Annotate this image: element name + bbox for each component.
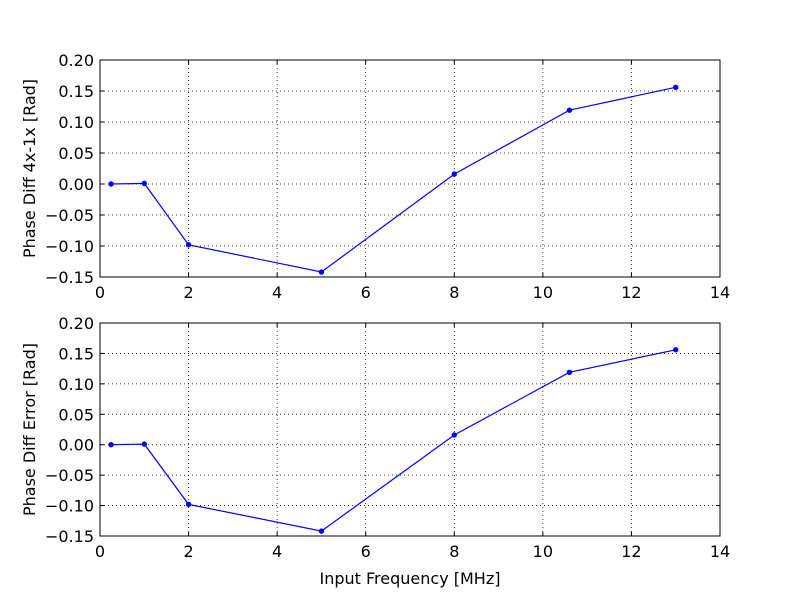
y-tick-label: 0.15 xyxy=(58,344,94,363)
y-tick-label: 0.05 xyxy=(58,144,94,163)
x-tick-label: 6 xyxy=(361,542,371,561)
data-point xyxy=(451,432,457,438)
x-axis-label: Input Frequency [MHz] xyxy=(320,569,501,588)
y-tick-label: −0.15 xyxy=(45,527,94,546)
data-point xyxy=(185,501,192,508)
y-tick-label: 0.10 xyxy=(58,375,94,394)
data-point xyxy=(141,441,147,447)
y-tick-label: 0.00 xyxy=(58,175,94,194)
data-point xyxy=(318,528,325,534)
y-tick-label: −0.15 xyxy=(45,268,94,287)
data-point xyxy=(451,171,457,177)
plot-frame xyxy=(99,59,721,278)
y-tick-label: −0.05 xyxy=(45,206,94,225)
data-point xyxy=(108,181,114,187)
x-tick-label: 4 xyxy=(272,283,282,302)
plot-frame xyxy=(99,322,721,537)
x-tick-label: 0 xyxy=(95,283,105,302)
x-tick-label: 12 xyxy=(621,283,641,302)
y-tick-label: −0.05 xyxy=(45,466,94,485)
x-tick-label: 0 xyxy=(95,542,105,561)
x-tick-label: 4 xyxy=(272,542,282,561)
x-tick-label: 10 xyxy=(533,283,553,302)
y-tick-label: 0.00 xyxy=(58,436,94,455)
x-tick-label: 10 xyxy=(533,542,553,561)
data-point xyxy=(141,180,147,187)
data-point xyxy=(566,369,573,375)
x-tick-label: 8 xyxy=(449,542,459,561)
data-point xyxy=(185,242,192,248)
data-point xyxy=(108,442,114,448)
x-tick-label: 2 xyxy=(183,542,193,561)
data-point xyxy=(318,269,325,275)
x-tick-label: 2 xyxy=(183,283,193,302)
x-tick-label: 14 xyxy=(710,542,730,561)
y-tick-label: 0.10 xyxy=(58,113,94,132)
x-tick-label: 6 xyxy=(361,283,371,302)
y-axis-label: Phase Diff 4x-1x [Rad] xyxy=(20,79,39,258)
x-tick-label: 8 xyxy=(449,283,459,302)
y-axis-label: Phase Diff Error [Rad] xyxy=(20,343,39,516)
chart-panel-2: 0 2 4 6 8 10 12 14 −0.15 −0.10 −0.05 0.00 0.05 0.10 0.… xyxy=(20,314,730,588)
y-tick-label: −0.10 xyxy=(45,497,94,516)
y-tick-label: 0.20 xyxy=(58,314,94,333)
y-tick-label: 0.20 xyxy=(58,51,94,70)
data-point xyxy=(673,84,679,90)
chart-panel-1: 0 2 4 6 8 10 12 14 −0.15 −0.10 −0.05 0.00 0.05 0.10 0.… xyxy=(20,51,730,302)
data-point xyxy=(673,347,679,353)
y-tick-label: 0.15 xyxy=(58,82,94,101)
y-tick-label: −0.10 xyxy=(45,237,94,256)
x-tick-label: 12 xyxy=(621,542,641,561)
data-point xyxy=(566,107,573,113)
y-tick-label: 0.05 xyxy=(58,405,94,424)
x-tick-label: 14 xyxy=(710,283,730,302)
